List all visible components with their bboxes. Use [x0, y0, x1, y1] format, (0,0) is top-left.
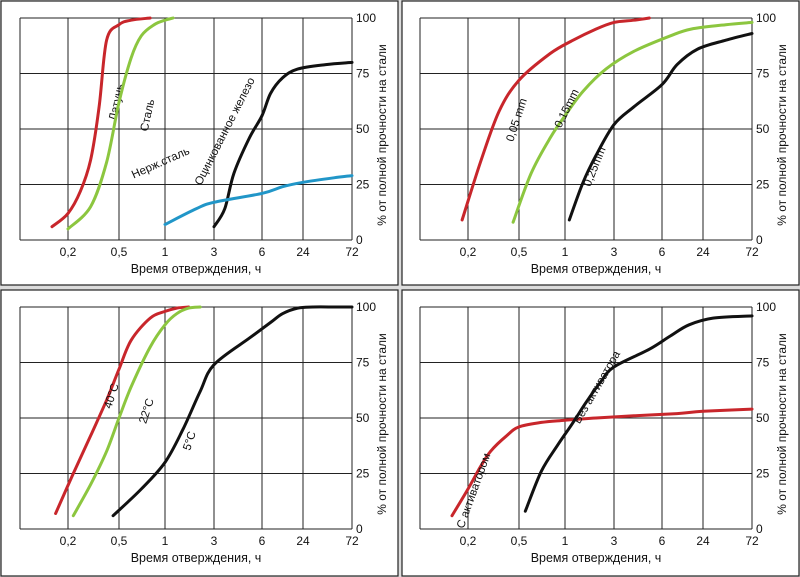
series-line	[450, 407, 754, 518]
x-tick-label: 0,2	[60, 245, 77, 259]
x-tick-label: 0,5	[111, 245, 128, 259]
series-line	[54, 305, 191, 515]
y-tick-label: 0	[756, 522, 763, 536]
chart-panel-2: 0,2 0,5 1 3 6 24 720 25 50 75 100 Время отверждения…	[401, 0, 800, 286]
series-line	[163, 174, 354, 226]
x-tick-label: 72	[745, 534, 759, 548]
series-line	[111, 305, 354, 518]
y-tick-label: 75	[356, 356, 370, 370]
chart-panel-3: 0,2 0,5 1 3 6 24 720 25 50 75 100 Время отверждения…	[0, 289, 399, 577]
x-axis-label: Время отверждения, ч	[131, 262, 262, 276]
x-tick-label: 0,5	[511, 245, 528, 259]
y-tick-label: 0	[356, 233, 363, 247]
x-tick-label: 0,2	[60, 534, 77, 548]
x-tick-label: 3	[611, 534, 618, 548]
series-line	[460, 16, 651, 222]
x-tick-label: 6	[659, 534, 666, 548]
y-tick-label: 50	[756, 411, 770, 425]
x-axis-label: Время отверждения, ч	[531, 262, 662, 276]
grid-lines	[19, 17, 353, 241]
x-tick-label: 24	[296, 534, 310, 548]
x-tick-label: 0,5	[511, 534, 528, 548]
x-tick-label: 72	[345, 245, 359, 259]
y-tick-label: 25	[356, 178, 370, 192]
x-tick-label: 0,5	[111, 534, 128, 548]
x-axis-label: Время отверждения, ч	[531, 551, 662, 565]
series-label: 5°C	[181, 430, 198, 452]
y-axis-label: % от полной прочности на стали	[375, 333, 389, 515]
x-tick-label: 6	[259, 534, 266, 548]
series-line	[523, 314, 754, 513]
series-line	[511, 20, 754, 224]
y-tick-label: 100	[356, 11, 376, 25]
x-tick-label: 3	[211, 534, 218, 548]
x-axis-label: Время отверждения, ч	[131, 551, 262, 565]
y-tick-label: 50	[756, 122, 770, 136]
series-line	[71, 305, 202, 518]
x-tick-label: 1	[562, 245, 569, 259]
chart-panel-1: 0,2 0,5 1 3 6 24 720 25 50 75 100 Время отверждения…	[0, 0, 399, 286]
grid-lines	[419, 306, 753, 530]
y-tick-label: 25	[756, 467, 770, 481]
x-tick-label: 6	[259, 245, 266, 259]
panel-frame	[0, 0, 399, 286]
y-tick-label: 100	[756, 300, 776, 314]
y-tick-label: 50	[356, 122, 370, 136]
y-tick-label: 0	[356, 522, 363, 536]
x-tick-label: 6	[659, 245, 666, 259]
x-tick-label: 0,2	[460, 245, 477, 259]
panel-frame	[401, 0, 800, 286]
y-tick-label: 100	[356, 300, 376, 314]
y-axis-label: % от полной прочности на стали	[375, 44, 389, 226]
y-tick-label: 100	[756, 11, 776, 25]
y-tick-label: 25	[756, 178, 770, 192]
x-tick-label: 24	[696, 534, 710, 548]
y-tick-label: 25	[356, 467, 370, 481]
y-tick-label: 75	[756, 67, 770, 81]
x-tick-label: 0,2	[460, 534, 477, 548]
x-tick-label: 3	[211, 245, 218, 259]
y-tick-label: 75	[756, 356, 770, 370]
series-line	[567, 32, 754, 222]
y-tick-label: 0	[756, 233, 763, 247]
series-line	[212, 60, 354, 229]
y-axis-label: % от полной прочности на стали	[775, 44, 789, 226]
x-tick-label: 1	[162, 534, 169, 548]
x-tick-label: 1	[562, 534, 569, 548]
y-tick-label: 75	[356, 67, 370, 81]
series-line	[50, 16, 152, 229]
x-tick-label: 3	[611, 245, 618, 259]
y-tick-label: 50	[356, 411, 370, 425]
chart-panel-4: 0,2 0,5 1 3 6 24 720 25 50 75 100 Время отверждения…	[401, 289, 800, 577]
y-axis-label: % от полной прочности на стали	[775, 333, 789, 515]
x-tick-label: 24	[696, 245, 710, 259]
x-tick-label: 24	[296, 245, 310, 259]
x-tick-label: 1	[162, 245, 169, 259]
x-tick-label: 72	[345, 534, 359, 548]
x-tick-label: 72	[745, 245, 759, 259]
grid-lines	[419, 17, 753, 241]
panel-frame	[0, 289, 399, 577]
series-line	[66, 16, 175, 231]
